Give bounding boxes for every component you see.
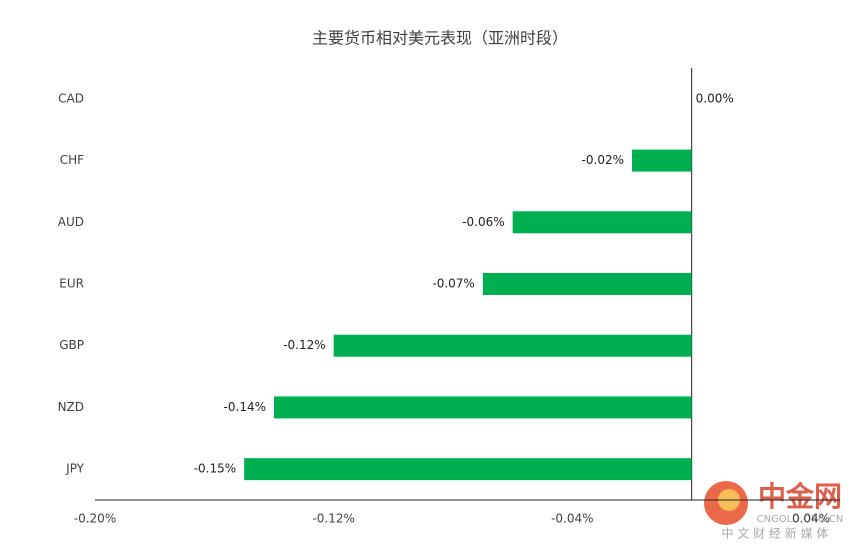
y-tick-label: EUR — [59, 277, 84, 291]
y-tick-label: AUD — [58, 215, 84, 229]
bar — [244, 458, 692, 481]
x-tick-label: 0.04% — [792, 512, 830, 526]
y-tick-label: CAD — [58, 91, 84, 105]
watermark-url: CNGOLD.ORG.CN — [757, 514, 844, 525]
x-tick-label: -0.20% — [74, 512, 116, 526]
value-label: -0.12% — [283, 338, 325, 352]
value-label: -0.06% — [462, 215, 504, 229]
watermark-tagline: 中 文 财 经 新 媒 体 — [722, 526, 829, 541]
bar — [482, 273, 692, 295]
y-tick-label: CHF — [60, 153, 84, 167]
chart-title: 主要货币相对美元表现（亚洲时段） — [312, 29, 568, 48]
bar — [274, 396, 692, 419]
watermark: 中金网 CNGOLD.ORG.CN 中 文 财 经 新 媒 体 — [704, 480, 843, 541]
value-label: -0.15% — [194, 462, 236, 476]
y-tick-label: JPY — [65, 462, 85, 476]
bar — [512, 211, 692, 234]
y-tick-label: NZD — [58, 400, 84, 414]
value-label: 0.00% — [696, 91, 734, 105]
value-label: -0.07% — [432, 277, 474, 291]
value-label: -0.02% — [582, 153, 624, 167]
x-tick-label: -0.04% — [551, 512, 593, 526]
bar — [632, 149, 692, 172]
x-tick-label: -0.12% — [312, 512, 354, 526]
value-label: -0.14% — [224, 400, 266, 414]
y-tick-label: GBP — [59, 338, 84, 352]
watermark-brand: 中金网 — [758, 480, 842, 513]
bar — [333, 334, 692, 357]
